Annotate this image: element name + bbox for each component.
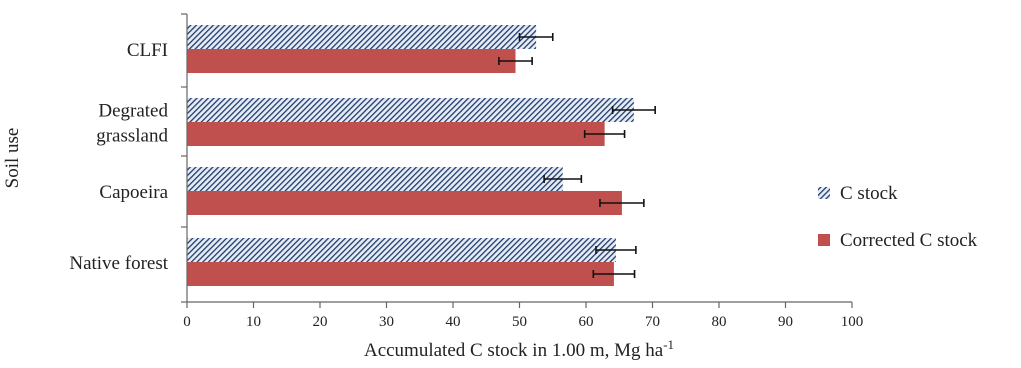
bar-corrected-c-stock: [187, 191, 622, 215]
error-bar: [599, 199, 645, 207]
bar-c-stock: [187, 98, 634, 122]
x-tick-label: 20: [313, 314, 328, 330]
x-tick-label: 80: [712, 314, 727, 330]
bars-layer: [187, 25, 634, 286]
error-bar: [611, 106, 656, 114]
legend-swatch: [818, 187, 830, 199]
y-category-label: CLFI: [127, 40, 168, 61]
bar-corrected-c-stock: [187, 262, 614, 286]
bar-c-stock: [187, 25, 537, 49]
axes-layer: [181, 13, 853, 308]
x-tick-label: 60: [579, 314, 594, 330]
legend-swatch: [818, 234, 830, 246]
legend-label: Corrected C stock: [840, 230, 978, 251]
x-tick-label: 100: [841, 314, 864, 330]
error-bars-layer: [498, 33, 656, 278]
error-bar: [518, 33, 554, 41]
x-tick-label: 10: [246, 314, 261, 330]
y-category-label: Capoeira: [99, 182, 168, 203]
bar-corrected-c-stock: [187, 122, 605, 146]
error-bar: [543, 175, 583, 183]
error-bar: [583, 130, 626, 138]
bar-c-stock: [187, 167, 563, 191]
y-axis-title: Soil use: [2, 128, 23, 189]
y-category-label: Native forest: [69, 253, 168, 274]
y-category-label: Degrated grassland: [96, 101, 168, 147]
labels-layer: 0 10 20 30 40 50 60 70 80 90 100 CLFI Degrated grassl…: [2, 40, 863, 361]
x-tick-label: 0: [183, 314, 191, 330]
x-tick-label: 90: [778, 314, 793, 330]
x-tick-label: 50: [512, 314, 527, 330]
error-bar: [595, 246, 637, 254]
legend-label: C stock: [840, 183, 898, 204]
x-tick-label: 70: [645, 314, 660, 330]
legend: C stock Corrected C stock: [818, 183, 978, 251]
x-axis-title: Accumulated C stock in 1.00 m, Mg ha-1: [364, 337, 674, 361]
bar-corrected-c-stock: [187, 49, 516, 73]
error-bar: [498, 57, 533, 65]
error-bar: [592, 270, 636, 278]
x-tick-label: 30: [379, 314, 394, 330]
bar-c-stock: [187, 238, 616, 262]
x-tick-label: 40: [446, 314, 461, 330]
